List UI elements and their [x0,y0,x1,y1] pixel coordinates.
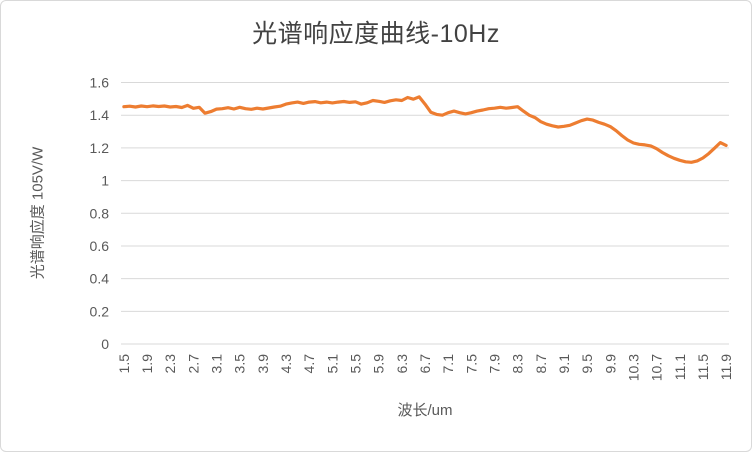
x-tick-label: 11.1 [672,354,688,380]
x-tick-label: 1.5 [116,354,132,374]
x-tick-label: 6.7 [417,354,433,374]
x-tick-label: 2.7 [185,354,201,374]
x-tick-label: 11.5 [695,354,711,380]
y-tick-label: 1.6 [90,75,110,91]
x-tick-label: 3.1 [209,354,225,374]
y-tick-label: 1 [101,173,109,189]
y-tick-label: 0.6 [90,238,110,254]
x-tick-label: 7.9 [486,354,502,374]
x-tick-label: 9.5 [579,354,595,374]
y-tick-label: 0 [101,336,109,352]
x-tick-label: 6.3 [394,354,410,374]
x-tick-label: 10.3 [625,354,641,381]
x-tick-labels: 1.5 1.9 2.3 2.7 3.1 3.5 3.9 4.3 4.7 5.1 5.5 5.9 6.3 6… [116,354,734,381]
x-tick-label: 9.1 [556,354,572,374]
y-tick-labels: 0 0.2 0.4 0.6 0.8 1 1.2 1.4 1.6 [90,75,110,353]
x-tick-label: 7.5 [463,354,479,374]
x-tick-label: 11.9 [718,354,734,380]
x-tick-label: 8.7 [533,354,549,374]
x-tick-label: 7.1 [440,354,456,374]
y-tick-label: 0.4 [90,271,110,287]
y-tick-label: 0.8 [90,205,110,221]
x-tick-label: 2.3 [162,354,178,374]
x-tick-label: 5.5 [348,354,364,374]
x-tick-label: 9.9 [602,354,618,374]
x-tick-label: 4.3 [278,354,294,374]
gridlines [121,82,729,345]
series-line [122,95,728,164]
x-axis-title: 波长/um [397,402,453,419]
x-tick-label: 4.7 [301,354,317,374]
x-tick-label: 8.3 [510,354,526,374]
chart-title: 光谱响应度曲线-10Hz [252,20,500,48]
y-tick-label: 1.2 [90,140,110,156]
y-tick-label: 0.2 [90,303,110,319]
x-tick-label: 5.9 [371,354,387,374]
x-tick-label: 1.9 [139,354,155,374]
x-tick-label: 10.7 [649,354,665,381]
x-tick-label: 3.9 [255,354,271,374]
x-tick-label: 5.1 [324,354,340,374]
y-tick-label: 1.4 [90,107,110,123]
x-tick-label: 3.5 [232,354,248,374]
